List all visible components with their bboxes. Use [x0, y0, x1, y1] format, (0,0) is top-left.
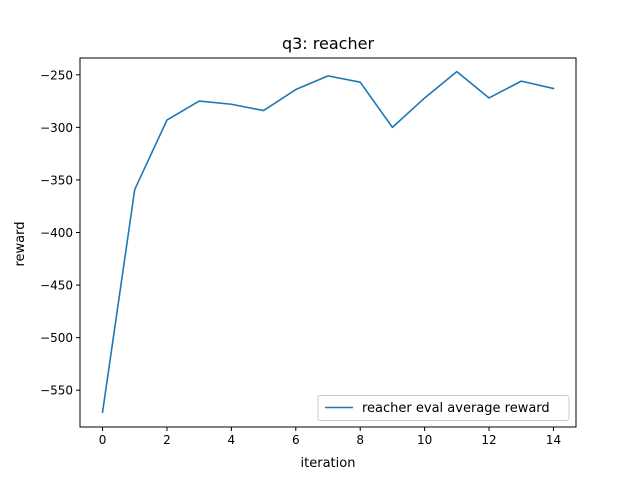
y-tick-label: −300 [40, 121, 73, 135]
x-axis-ticks: 0 2 4 6 8 10 12 14 [99, 427, 561, 447]
y-tick-label: −450 [40, 279, 73, 293]
series-line-reacher-eval-average-reward [101, 70, 555, 414]
x-tick-label: 2 [163, 433, 171, 447]
y-tick-label: −550 [40, 384, 73, 398]
x-tick-label: 8 [356, 433, 364, 447]
y-tick-label: −250 [40, 68, 73, 82]
x-axis-label: iteration [301, 456, 356, 471]
x-tick-label: 12 [481, 433, 496, 447]
legend: reacher eval average reward [317, 395, 570, 421]
legend-label: reacher eval average reward [362, 401, 550, 416]
x-tick-label: 4 [228, 433, 236, 447]
x-tick-label: 10 [417, 433, 432, 447]
x-tick-label: 0 [99, 433, 107, 447]
y-axis-ticks: −550 −500 −450 −400 −350 −300 −250 [40, 68, 80, 398]
y-tick-label: −500 [40, 331, 73, 345]
legend-box [317, 395, 570, 421]
x-tick-label: 6 [292, 433, 300, 447]
chart-title: q3: reacher [282, 34, 374, 53]
y-axis-label: reward [13, 221, 28, 266]
y-tick-label: −400 [40, 226, 73, 240]
x-tick-label: 14 [546, 433, 561, 447]
plot-frame [79, 57, 577, 428]
y-tick-label: −350 [40, 173, 73, 187]
